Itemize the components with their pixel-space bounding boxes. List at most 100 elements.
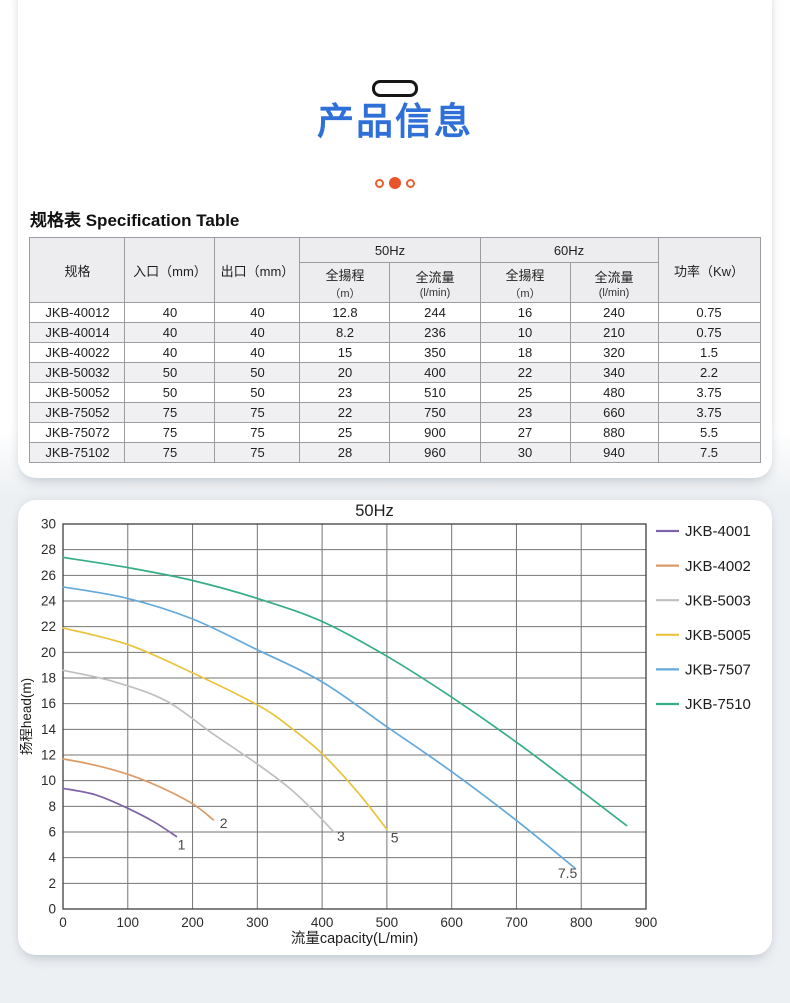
curve-JKB-4002	[62, 758, 215, 821]
curve-JKB-7510	[62, 556, 628, 827]
table-cell: 940	[569, 442, 659, 463]
table-cell: 5.5	[657, 422, 761, 443]
table-cell: 340	[569, 362, 659, 383]
table-cell: 27	[479, 422, 571, 443]
y-tick-label: 10	[41, 773, 56, 788]
table-cell: 210	[569, 322, 659, 343]
carousel-dot-active[interactable]	[389, 177, 401, 189]
table-cell: 40	[124, 342, 216, 363]
table-cell: 22	[479, 362, 571, 383]
y-tick-label: 20	[41, 645, 56, 660]
table-cell: JKB-40022	[29, 342, 126, 363]
table-cell: JKB-40012	[29, 302, 126, 323]
table-cell: 40	[214, 342, 301, 363]
table-cell: 236	[389, 322, 481, 343]
table-cell: 75	[124, 442, 216, 463]
y-tick-label: 4	[48, 850, 56, 865]
table-cell: 10	[479, 322, 571, 343]
table-cell: JKB-75102	[29, 442, 126, 463]
table-row: JKB-50052 50 50 23 510 25 480 3.75	[29, 382, 761, 403]
decorative-pill	[372, 80, 418, 97]
curve-JKB-4001	[62, 787, 178, 838]
legend-label: JKB-4001	[685, 523, 751, 540]
table-row: JKB-40012 40 40 12.8 244 16 240 0.75	[29, 302, 761, 323]
table-cell: 25	[479, 382, 571, 403]
table-header: 规格 入口（mm） 出口（mm） 50Hz 60Hz 功率（Kw） 全揚程 （m…	[29, 237, 761, 303]
table-cell: JKB-75052	[29, 402, 126, 423]
specification-table: 规格 入口（mm） 出口（mm） 50Hz 60Hz 功率（Kw） 全揚程 （m…	[29, 237, 761, 463]
x-tick-label: 400	[311, 915, 334, 930]
table-cell: 75	[124, 402, 216, 423]
y-tick-label: 22	[41, 619, 56, 634]
spec-table-heading: 规格表 Specification Table	[30, 211, 240, 230]
curve-end-label: 7.5	[558, 865, 578, 881]
carousel-dot[interactable]	[406, 178, 415, 188]
legend-label: JKB-7507	[685, 662, 751, 679]
carousel-dot[interactable]	[375, 178, 384, 188]
table-cell: 28	[299, 442, 391, 463]
x-tick-label: 0	[59, 915, 67, 930]
legend-label: JKB-4002	[685, 558, 751, 575]
y-tick-label: 30	[41, 517, 56, 532]
table-cell: JKB-75072	[29, 422, 126, 443]
table-cell: 22	[299, 402, 391, 423]
table-cell: 18	[479, 342, 571, 363]
x-tick-label: 200	[181, 915, 204, 930]
x-tick-label: 600	[440, 915, 463, 930]
y-tick-label: 24	[41, 594, 57, 609]
table-cell: 50	[214, 382, 301, 403]
table-cell: 16	[479, 302, 571, 323]
y-tick-label: 16	[41, 696, 56, 711]
page-title: 产品信息	[317, 101, 473, 142]
table-row: JKB-50032 50 50 20 400 22 340 2.2	[29, 362, 761, 383]
table-cell: 3.75	[657, 382, 761, 403]
legend-label: JKB-7510	[685, 696, 751, 713]
chart-card: 0 100 200 300 400 500 600 700 800 900 0 2 4 6 8 10 12 14 1…	[18, 500, 772, 955]
header-row-1: 规格 入口（mm） 出口（mm） 50Hz 60Hz 功率（Kw）	[29, 237, 761, 303]
curve-JKB-5003	[62, 669, 335, 833]
table-cell: 350	[389, 342, 481, 363]
carousel-dots	[18, 177, 772, 189]
table-cell: 40	[124, 302, 216, 323]
curve-end-label: 2	[220, 815, 228, 831]
header-power: 功率（Kw）	[657, 237, 761, 303]
table-cell: 1.5	[657, 342, 761, 363]
table-cell: 880	[569, 422, 659, 443]
table-cell: 40	[214, 302, 301, 323]
x-tick-label: 100	[117, 915, 140, 930]
table-cell: 12.8	[299, 302, 391, 323]
y-tick-label: 14	[41, 722, 57, 737]
table-cell: 75	[214, 442, 301, 463]
curve-end-label: 1	[178, 836, 186, 852]
y-tick-label: 6	[48, 825, 56, 840]
header-head-60: 全揚程 （m）	[479, 262, 571, 303]
table-cell: 30	[479, 442, 571, 463]
x-tick-label: 500	[376, 915, 399, 930]
table-cell: 660	[569, 402, 659, 423]
header-spec: 规格	[29, 237, 126, 303]
table-cell: 2.2	[657, 362, 761, 383]
table-cell: 75	[214, 422, 301, 443]
table-cell: 400	[389, 362, 481, 383]
table-body: JKB-40012 40 40 12.8 244 16 240 0.75 JKB-40014 40…	[29, 302, 761, 463]
header-inlet: 入口（mm）	[124, 237, 216, 303]
y-tick-label: 0	[48, 902, 56, 917]
y-tick-label: 18	[41, 671, 56, 686]
table-cell: 75	[214, 402, 301, 423]
table-cell: 40	[214, 322, 301, 343]
table-row: JKB-40022 40 40 15 350 18 320 1.5	[29, 342, 761, 363]
table-cell: 900	[389, 422, 481, 443]
table-cell: 320	[569, 342, 659, 363]
table-cell: 7.5	[657, 442, 761, 463]
x-tick-label: 700	[505, 915, 528, 930]
table-cell: 0.75	[657, 302, 761, 323]
legend-label: JKB-5005	[685, 627, 751, 644]
pump-curve-chart: 0 100 200 300 400 500 600 700 800 900024681012141…	[20, 502, 751, 947]
table-cell: 480	[569, 382, 659, 403]
table-cell: 8.2	[299, 322, 391, 343]
table-cell: JKB-50052	[29, 382, 126, 403]
y-tick-label: 28	[41, 542, 56, 557]
y-tick-label: 2	[48, 876, 56, 891]
header-60hz: 60Hz	[479, 237, 659, 263]
